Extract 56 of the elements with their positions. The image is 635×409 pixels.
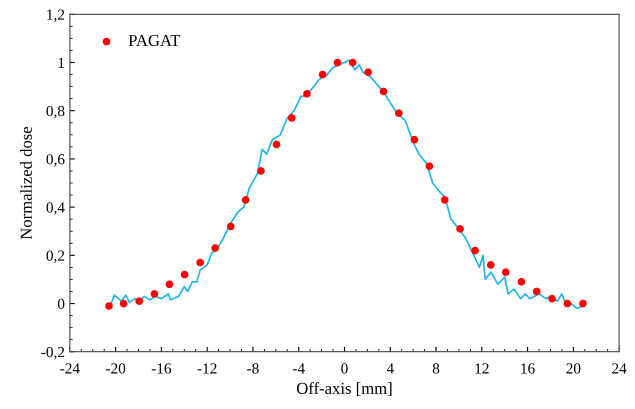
point [456,225,464,233]
x-tick-label: 20 [566,363,580,374]
x-tick-label: 0 [341,363,348,374]
x-tick-label: 16 [521,363,535,374]
x-tick-label: -12 [198,363,217,374]
y-tick-label: 0,8 [46,106,64,118]
point [318,70,326,78]
point [288,114,296,122]
point [303,90,311,98]
point [579,300,587,308]
point [518,278,526,286]
y-axis-title: Normalized dose [20,126,32,240]
point [364,68,372,76]
legend-label: PAGAT [128,34,180,46]
x-axis-title: Off-axis [mm] [296,382,392,396]
y-tick-label: 0,6 [46,154,65,167]
y-tick-label: -0,2 [41,346,64,360]
point [180,270,188,278]
y-tick-label: 1 [58,58,64,68]
point [548,294,556,303]
y-tick-label: 0,4 [46,202,65,215]
x-tick-label: 12 [476,363,489,374]
point [150,290,158,298]
point [426,162,434,170]
x-tick-label: 24 [612,363,627,374]
point [272,140,280,148]
x-tick-label: -24 [60,363,80,374]
point [564,300,572,308]
x-tick-label: -16 [152,363,172,374]
point [166,280,174,288]
point [440,196,449,204]
point [105,302,113,310]
point [348,58,357,66]
point [257,167,265,175]
point [502,268,510,276]
point [380,88,388,96]
point [211,244,219,252]
y-tick-label: 1,2 [47,10,64,22]
point [242,196,250,204]
point [120,300,128,308]
x-tick-label: -4 [292,363,305,374]
y-tick-label: 0 [58,298,64,309]
point [532,288,541,296]
x-tick-label: -8 [247,363,259,374]
point [471,246,479,254]
x-tick-label: 4 [386,363,394,374]
point [410,136,418,144]
y-tick-label: 0,2 [46,250,64,263]
point [395,109,403,117]
point [135,297,143,305]
point [334,58,342,66]
point [196,258,204,266]
x-tick-label: 8 [432,363,440,374]
point [226,222,235,230]
point [486,261,495,269]
x-tick-label: -20 [106,363,126,374]
